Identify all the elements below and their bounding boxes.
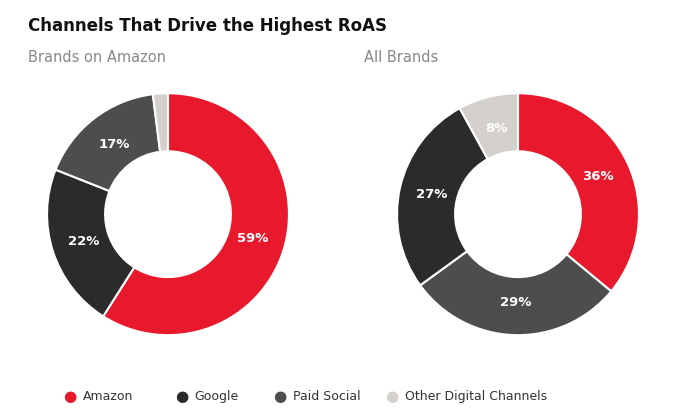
Text: ●: ● [273,389,286,404]
Text: 59%: 59% [237,232,269,245]
Wedge shape [47,170,134,316]
Wedge shape [55,94,160,191]
Wedge shape [518,93,639,291]
Circle shape [108,154,228,275]
Text: 8%: 8% [485,122,508,135]
Wedge shape [420,251,611,335]
Text: 22%: 22% [69,235,99,248]
Text: 29%: 29% [500,296,531,309]
Text: All Brands: All Brands [364,50,438,65]
Text: 27%: 27% [416,189,447,202]
Wedge shape [397,108,488,285]
Text: Other Digital Channels: Other Digital Channels [405,391,547,403]
Text: ●: ● [385,389,398,404]
Text: ●: ● [63,389,76,404]
Text: Brands on Amazon: Brands on Amazon [28,50,166,65]
Text: Paid Social: Paid Social [293,391,360,403]
Text: 17%: 17% [98,138,130,151]
Wedge shape [460,93,518,159]
Text: Google: Google [195,391,239,403]
Wedge shape [103,93,289,335]
Text: Amazon: Amazon [83,391,133,403]
Text: ●: ● [175,389,188,404]
Text: Channels That Drive the Highest RoAS: Channels That Drive the Highest RoAS [28,17,387,35]
Circle shape [458,154,578,275]
Text: 36%: 36% [582,170,614,183]
Wedge shape [153,93,168,152]
